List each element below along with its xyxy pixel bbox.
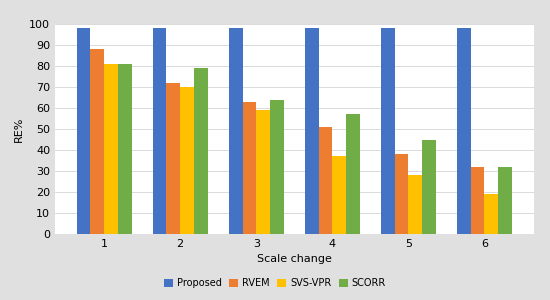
Bar: [153, 28, 167, 234]
Bar: [395, 154, 408, 234]
Bar: [77, 28, 90, 234]
Bar: [167, 83, 180, 234]
Bar: [318, 127, 332, 234]
Bar: [118, 64, 131, 234]
Y-axis label: RE%: RE%: [14, 116, 24, 142]
Legend: Proposed, RVEM, SVS-VPR, SCORR: Proposed, RVEM, SVS-VPR, SCORR: [160, 274, 390, 292]
Bar: [270, 100, 284, 234]
Bar: [408, 175, 422, 234]
Bar: [90, 49, 104, 234]
Bar: [332, 156, 346, 234]
Bar: [498, 167, 512, 234]
Bar: [229, 28, 243, 234]
Bar: [305, 28, 318, 234]
Bar: [256, 110, 270, 234]
Bar: [457, 28, 471, 234]
Bar: [243, 102, 256, 234]
Bar: [104, 64, 118, 234]
Bar: [471, 167, 485, 234]
Bar: [346, 114, 360, 234]
Bar: [194, 68, 207, 234]
Bar: [485, 194, 498, 234]
Bar: [180, 87, 194, 234]
Bar: [381, 28, 395, 234]
Bar: [422, 140, 436, 234]
X-axis label: Scale change: Scale change: [257, 254, 332, 264]
